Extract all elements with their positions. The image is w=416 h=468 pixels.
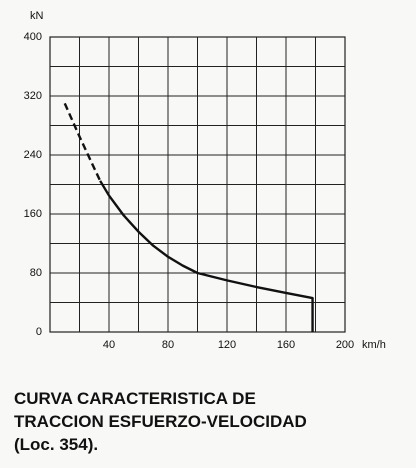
curve <box>99 180 314 332</box>
caption-line: CURVA CARACTERISTICA DE <box>14 389 256 408</box>
y-tick-label: 400 <box>24 31 42 43</box>
y-tick-label: 320 <box>24 90 42 102</box>
x-tick-label: 80 <box>162 339 174 351</box>
x-tick-label: 200 <box>336 339 354 351</box>
caption-line: TRACCION ESFUERZO-VELOCIDAD <box>14 412 307 431</box>
y-tick-label: 160 <box>24 208 42 220</box>
x-axis-label: km/h <box>362 339 386 351</box>
y-axis-label: kN <box>30 10 44 22</box>
curve <box>63 102 102 182</box>
x-tick-label: 120 <box>218 339 236 351</box>
y-tick-label: 0 <box>36 326 42 338</box>
y-tick-label: 80 <box>30 267 42 279</box>
x-tick-label: 40 <box>103 339 115 351</box>
x-tick-label: 160 <box>277 339 295 351</box>
caption-line: (Loc. 354). <box>14 435 98 454</box>
y-tick-label: 240 <box>24 149 42 161</box>
